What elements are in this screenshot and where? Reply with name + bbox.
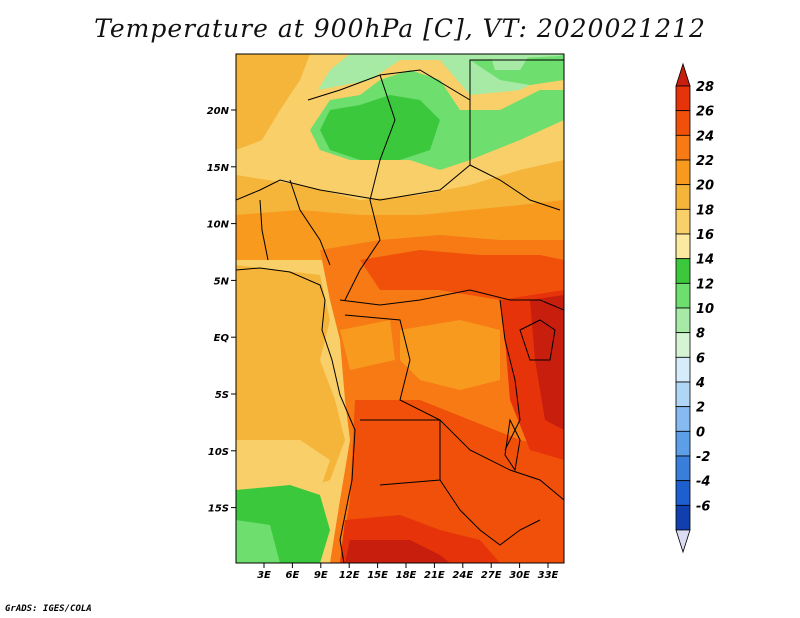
colorbar-segment: [675, 307, 691, 334]
latitude-axis: 20N 15N 10N 5N EQ 5S 10S 15S: [207, 106, 236, 515]
lat-tick-label: 15S: [208, 504, 229, 515]
colorbar-label: 6: [696, 351, 705, 366]
colorbar-segment: [675, 455, 691, 482]
grads-credit: GrADS: IGES/COLA: [5, 604, 92, 614]
colorbar-label: 0: [696, 425, 705, 440]
colorbar-top-arrow: [675, 62, 691, 87]
lon-tick-label: 21E: [424, 570, 445, 581]
colorbar-segment: [675, 134, 691, 161]
colorbar-segment: [675, 208, 691, 235]
colorbar-segment: [675, 430, 691, 457]
lon-tick-label: 3E: [257, 570, 271, 581]
colorbar-segment: [675, 258, 691, 284]
lon-tick-label: 18E: [396, 570, 417, 581]
colorbar-label: 16: [696, 228, 714, 243]
colorbar-label: 28: [696, 80, 714, 95]
lon-tick-label: 15E: [367, 570, 388, 581]
colorbar-label: 4: [695, 376, 705, 391]
colorbar-segment: [675, 406, 691, 432]
colorbar-label: 24: [696, 129, 714, 144]
colorbar-label: -6: [696, 499, 710, 514]
map-frame: [235, 53, 565, 564]
lon-tick-label: 6E: [286, 570, 300, 581]
lon-tick-label: 30E: [509, 570, 530, 581]
colorbar-segment: [675, 480, 691, 506]
colorbar-segment: [675, 356, 691, 383]
lat-tick-label: 10S: [208, 447, 229, 458]
chart-title: Temperature at 900hPa [C], VT: 202002121…: [94, 14, 706, 43]
colorbar-segment: [675, 332, 691, 358]
colorbar-segment: [675, 110, 691, 136]
colorbar-segment: [675, 381, 691, 408]
colorbar-label: 22: [696, 154, 714, 169]
lat-tick-label: 15N: [207, 163, 230, 174]
colorbar-segment: [675, 159, 691, 186]
colorbar-label: 10: [696, 302, 714, 317]
lon-tick-label: 12E: [339, 570, 360, 581]
colorbar-bottom-arrow: [675, 529, 691, 554]
lon-tick-label: 27E: [481, 570, 502, 581]
colorbar-label: 12: [696, 277, 714, 292]
colorbar-label: -4: [696, 475, 710, 490]
lon-tick-label: 33E: [538, 570, 559, 581]
colorbar-segment: [675, 184, 691, 210]
colorbar-label: 20: [696, 179, 714, 194]
longitude-axis: 3E 6E 9E 12E 15E 18E 21E 24E 27E 30E 33E: [257, 563, 559, 581]
colorbar-label: -2: [696, 450, 710, 465]
lon-tick-label: 24E: [452, 570, 473, 581]
colorbar-segment: [675, 233, 691, 260]
lat-tick-label: 20N: [207, 106, 230, 117]
colorbar-segment: [675, 282, 691, 309]
lat-tick-label: 5S: [215, 390, 229, 401]
colorbar-segment: [675, 504, 691, 531]
temperature-field: [236, 54, 564, 563]
colorbar-label: 8: [696, 327, 705, 342]
colorbar-label: 18: [696, 203, 714, 218]
colorbar-label: 14: [696, 253, 714, 268]
lon-tick-label: 9E: [314, 570, 328, 581]
colorbar-segment: [675, 85, 691, 112]
colorbar-label: 26: [696, 105, 714, 120]
lat-tick-label: 5N: [214, 276, 230, 287]
lat-tick-label: 10N: [207, 220, 230, 231]
colorbar-label: 2: [696, 401, 705, 416]
lat-tick-label: EQ: [214, 333, 230, 344]
country-borders: [236, 59, 564, 563]
